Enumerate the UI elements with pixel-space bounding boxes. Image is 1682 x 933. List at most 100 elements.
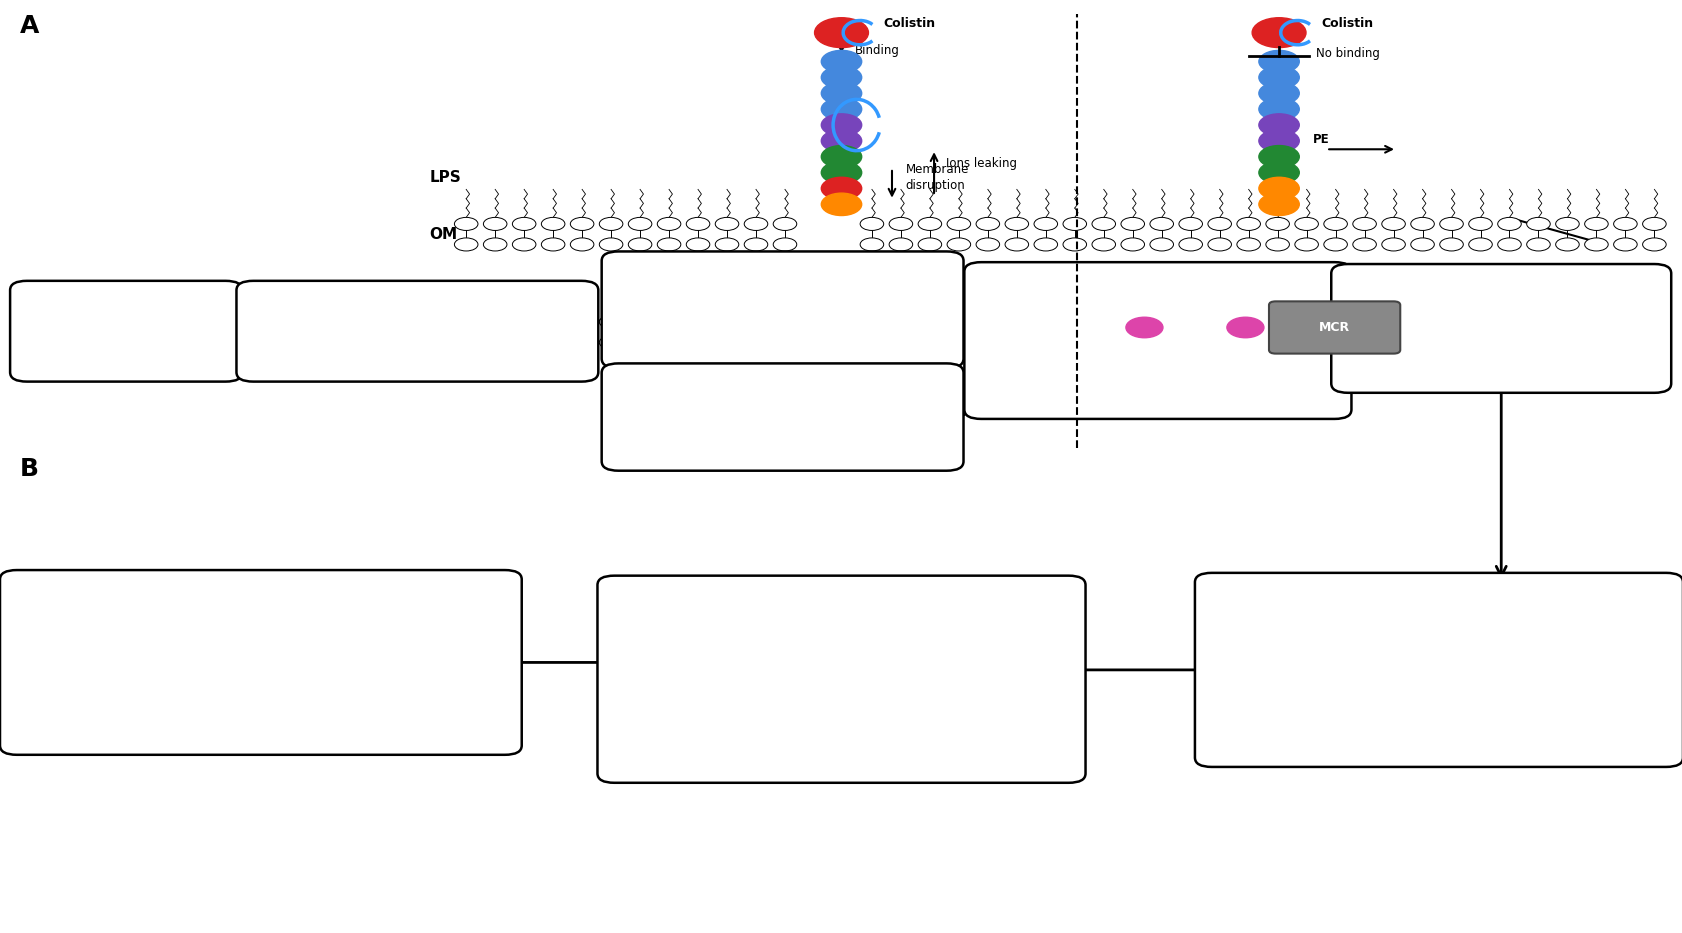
Circle shape <box>947 336 971 349</box>
FancyBboxPatch shape <box>1330 264 1670 393</box>
Text: Taxonomic Assignment: Taxonomic Assignment <box>701 384 863 397</box>
Circle shape <box>570 238 594 251</box>
Circle shape <box>1438 336 1462 349</box>
Circle shape <box>1352 238 1376 251</box>
Text: - Sequence diversity evaluation (DnaSP): - Sequence diversity evaluation (DnaSP) <box>627 658 880 671</box>
Text: Ions leaking: Ions leaking <box>945 157 1016 170</box>
Circle shape <box>1642 315 1665 328</box>
Circle shape <box>658 238 681 251</box>
Circle shape <box>743 315 767 328</box>
Circle shape <box>976 217 999 230</box>
Circle shape <box>821 50 861 73</box>
Circle shape <box>1438 238 1462 251</box>
Circle shape <box>1004 336 1028 349</box>
Circle shape <box>1063 315 1087 328</box>
Circle shape <box>1258 82 1299 104</box>
Text: - Homologous recombination detection (RDP5): - Homologous recombination detection (RD… <box>627 676 918 689</box>
Circle shape <box>658 336 681 349</box>
Text: A: A <box>20 14 40 38</box>
Text: encoded i-PET: encoded i-PET <box>30 671 128 684</box>
Text: ≥ 69,814 total protein hits: ≥ 69,814 total protein hits <box>632 315 809 327</box>
Circle shape <box>743 336 767 349</box>
Circle shape <box>1584 238 1608 251</box>
Text: - Positive selection (FUBAR/MEME): - Positive selection (FUBAR/MEME) <box>627 695 841 708</box>
Text: ABRicate used to search 59,121: ABRicate used to search 59,121 <box>994 324 1208 337</box>
Text: Membrane
disruption: Membrane disruption <box>905 162 969 192</box>
Circle shape <box>1236 238 1260 251</box>
Circle shape <box>1497 217 1521 230</box>
Circle shape <box>888 336 912 349</box>
Text: mOTUS: mOTUS <box>632 427 690 439</box>
Text: MCR: MCR <box>1319 321 1349 334</box>
Circle shape <box>1554 315 1578 328</box>
Circle shape <box>1554 238 1578 251</box>
Circle shape <box>1497 315 1521 328</box>
Circle shape <box>1265 238 1288 251</box>
Circle shape <box>772 238 796 251</box>
Text: Binding: Binding <box>854 44 900 57</box>
Circle shape <box>1381 238 1404 251</box>
Text: No binding: No binding <box>1315 47 1379 60</box>
Circle shape <box>627 238 651 251</box>
Text: Colistin: Colistin <box>883 17 935 30</box>
Circle shape <box>831 336 854 349</box>
Circle shape <box>1438 217 1462 230</box>
Text: B: B <box>20 457 39 481</box>
Circle shape <box>1004 217 1028 230</box>
Circle shape <box>1468 217 1492 230</box>
FancyBboxPatch shape <box>602 364 962 470</box>
Circle shape <box>1149 315 1172 328</box>
Circle shape <box>686 336 710 349</box>
Circle shape <box>821 82 861 104</box>
Circle shape <box>1352 315 1376 328</box>
FancyBboxPatch shape <box>964 262 1351 419</box>
Circle shape <box>627 315 651 328</box>
Circle shape <box>715 238 738 251</box>
Circle shape <box>715 217 738 230</box>
Circle shape <box>918 238 942 251</box>
Circle shape <box>821 114 861 136</box>
Text: ≥ 9,836 proteins with ≥90% coverage: ≥ 9,836 proteins with ≥90% coverage <box>266 326 521 339</box>
Circle shape <box>976 336 999 349</box>
Circle shape <box>570 315 594 328</box>
Circle shape <box>918 217 942 230</box>
Circle shape <box>686 238 710 251</box>
Circle shape <box>1092 336 1115 349</box>
Text: OM: OM <box>429 227 458 242</box>
Circle shape <box>483 217 506 230</box>
Circle shape <box>1497 336 1521 349</box>
FancyBboxPatch shape <box>1268 301 1399 354</box>
Text: - In silico structural modeling (Phyre2/ChimeraX): - In silico structural modeling (Phyre2/… <box>627 714 932 727</box>
Circle shape <box>1120 238 1144 251</box>
Text: mcr-Like Gene Extraction: mcr-Like Gene Extraction <box>1411 285 1589 298</box>
FancyBboxPatch shape <box>602 251 962 368</box>
Circle shape <box>821 146 861 168</box>
Circle shape <box>454 238 478 251</box>
Circle shape <box>1265 336 1288 349</box>
Text: LPS: LPS <box>429 170 461 185</box>
Circle shape <box>1258 114 1299 136</box>
Circle shape <box>821 193 861 216</box>
Circle shape <box>1092 315 1115 328</box>
Circle shape <box>511 336 535 349</box>
Circle shape <box>1324 315 1347 328</box>
Circle shape <box>1265 315 1288 328</box>
Circle shape <box>542 315 565 328</box>
Circle shape <box>860 238 883 251</box>
Circle shape <box>1033 238 1056 251</box>
Circle shape <box>658 217 681 230</box>
Circle shape <box>821 130 861 152</box>
Circle shape <box>1236 315 1260 328</box>
Circle shape <box>599 315 622 328</box>
Circle shape <box>1092 217 1115 230</box>
Circle shape <box>1613 238 1637 251</box>
Circle shape <box>1554 217 1578 230</box>
Circle shape <box>1258 146 1299 168</box>
Circle shape <box>1584 315 1608 328</box>
Circle shape <box>1063 217 1087 230</box>
Circle shape <box>860 217 883 230</box>
Circle shape <box>1236 217 1260 230</box>
FancyBboxPatch shape <box>10 281 242 382</box>
Text: 69,814 mcr-like genes: 69,814 mcr-like genes <box>1361 346 1517 359</box>
Text: - Other AMR gene (ABRicate + NDARO): - Other AMR gene (ABRicate + NDARO) <box>1224 655 1470 668</box>
